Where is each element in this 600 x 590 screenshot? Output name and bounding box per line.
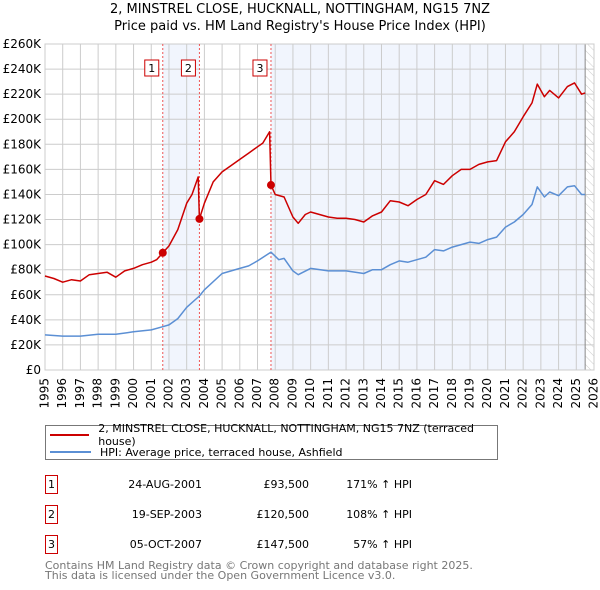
sale-hpi-change: 108% ↑ HPI	[346, 508, 412, 521]
legend-item-hpi: HPI: Average price, terraced house, Ashf…	[50, 444, 342, 460]
y-tick-label: £120K	[3, 213, 43, 227]
chart-subtitle: Price paid vs. HM Land Registry's House …	[114, 19, 486, 34]
x-tick-label: 2024	[551, 378, 565, 409]
legend-item-property: 2, MINSTREL CLOSE, HUCKNALL, NOTTINGHAM,…	[50, 422, 497, 448]
sale-label: 1	[148, 62, 155, 75]
x-tick-label: 1999	[108, 378, 122, 409]
sale-point	[195, 214, 204, 223]
legend-label-property: 2, MINSTREL CLOSE, HUCKNALL, NOTTINGHAM,…	[98, 422, 475, 448]
x-tick-label: 2018	[445, 378, 459, 409]
footer-licence: This data is licensed under the Open Gov…	[45, 569, 396, 582]
x-tick-label: 2010	[303, 378, 317, 409]
y-tick-label: £260K	[3, 37, 43, 51]
sale-label-box	[252, 59, 268, 77]
x-tick-label: 2007	[250, 378, 264, 409]
sale-price: £147,500	[256, 538, 310, 551]
x-tick-label: 2022	[516, 378, 530, 409]
sale-hpi-change: 171% ↑ HPI	[346, 478, 412, 491]
legend-swatch-hpi	[50, 451, 91, 453]
future-hatched-region	[585, 44, 594, 370]
plot-frame	[44, 43, 595, 371]
sale-point	[266, 181, 275, 190]
x-tick-label: 2017	[427, 378, 441, 409]
x-tick-label: 2005	[215, 378, 229, 409]
x-tick-label: 2015	[392, 378, 406, 409]
sale-row: 1 24-AUG-2001 £93,500 171% ↑ HPI	[45, 475, 445, 495]
x-tick-label: 1998	[91, 378, 105, 409]
x-tick-label: 1996	[55, 378, 69, 409]
sale-date: 05-OCT-2007	[129, 538, 202, 551]
x-tick-label: 2003	[179, 378, 193, 409]
y-tick-label: £0	[26, 363, 41, 377]
x-tick-label: 2026	[587, 378, 600, 409]
price-chart: 1995 1996 1997 1998 1999 2000 2001 2002 2003 2004…	[3, 37, 600, 409]
legend: 2, MINSTREL CLOSE, HUCKNALL, NOTTINGHAM,…	[45, 422, 498, 460]
legend-swatch-property	[50, 434, 90, 436]
y-tick-label: £100K	[3, 238, 43, 252]
sale-label-box	[180, 59, 196, 77]
sale-date: 24-AUG-2001	[128, 478, 202, 491]
sale-label: 3	[256, 62, 263, 75]
sale-point	[158, 248, 167, 257]
x-tick-label: 2021	[498, 378, 512, 409]
x-tick-label: 2011	[321, 378, 335, 409]
y-tick-label: £40K	[10, 313, 42, 327]
sale-marker-badge: 3	[45, 535, 58, 554]
sale-price: £93,500	[263, 478, 310, 491]
x-tick-label: 1997	[73, 378, 87, 409]
x-tick-label: 2016	[409, 378, 423, 409]
sale-row: 2 19-SEP-2003 £120,500 108% ↑ HPI	[45, 505, 445, 525]
y-tick-label: £180K	[3, 137, 43, 151]
y-tick-label: £200K	[3, 112, 43, 126]
x-tick-label: 2008	[268, 378, 282, 409]
series-line-property	[44, 82, 586, 283]
y-tick-label: £140K	[3, 187, 43, 201]
chart-title: 2, MINSTREL CLOSE, HUCKNALL, NOTTINGHAM,…	[110, 2, 490, 17]
shaded-ownership-period	[270, 44, 586, 370]
x-tick-label: 2001	[144, 378, 158, 409]
x-tick-label: 2020	[480, 378, 494, 409]
x-tick-label: 2023	[533, 378, 547, 409]
legend-label-hpi: HPI: Average price, terraced house, Ashf…	[100, 445, 343, 459]
x-tick-label: 2009	[285, 378, 299, 409]
sale-price: £120,500	[256, 508, 310, 521]
series-line-hpi	[44, 184, 586, 337]
sale-hpi-change: 57% ↑ HPI	[353, 538, 412, 551]
x-tick-label: 2019	[463, 378, 477, 409]
x-tick-label: 2006	[232, 378, 246, 409]
y-tick-label: £240K	[3, 62, 43, 76]
sale-marker-badge: 2	[45, 505, 58, 524]
x-tick-label: 2012	[339, 378, 353, 409]
y-tick-label: £160K	[3, 162, 43, 176]
y-tick-label: £60K	[10, 288, 42, 302]
x-tick-label: 1995	[38, 378, 52, 409]
footer-copyright: Contains HM Land Registry data © Crown c…	[45, 559, 473, 572]
sale-label-box	[144, 59, 160, 77]
x-tick-label: 2002	[161, 378, 175, 409]
x-tick-label: 2025	[569, 378, 583, 409]
sale-marker-badge: 1	[45, 475, 58, 494]
x-tick-label: 2014	[374, 378, 388, 409]
sale-date: 19-SEP-2003	[131, 508, 202, 521]
y-tick-label: £80K	[10, 263, 42, 277]
x-tick-label: 2004	[197, 378, 211, 409]
y-tick-label: £20K	[10, 338, 42, 352]
x-tick-label: 2000	[126, 378, 140, 409]
sale-label: 2	[185, 62, 192, 75]
shaded-ownership-period	[162, 44, 200, 370]
x-tick-label: 2013	[356, 378, 370, 409]
sale-row: 3 05-OCT-2007 £147,500 57% ↑ HPI	[45, 535, 445, 555]
y-tick-label: £220K	[3, 87, 43, 101]
